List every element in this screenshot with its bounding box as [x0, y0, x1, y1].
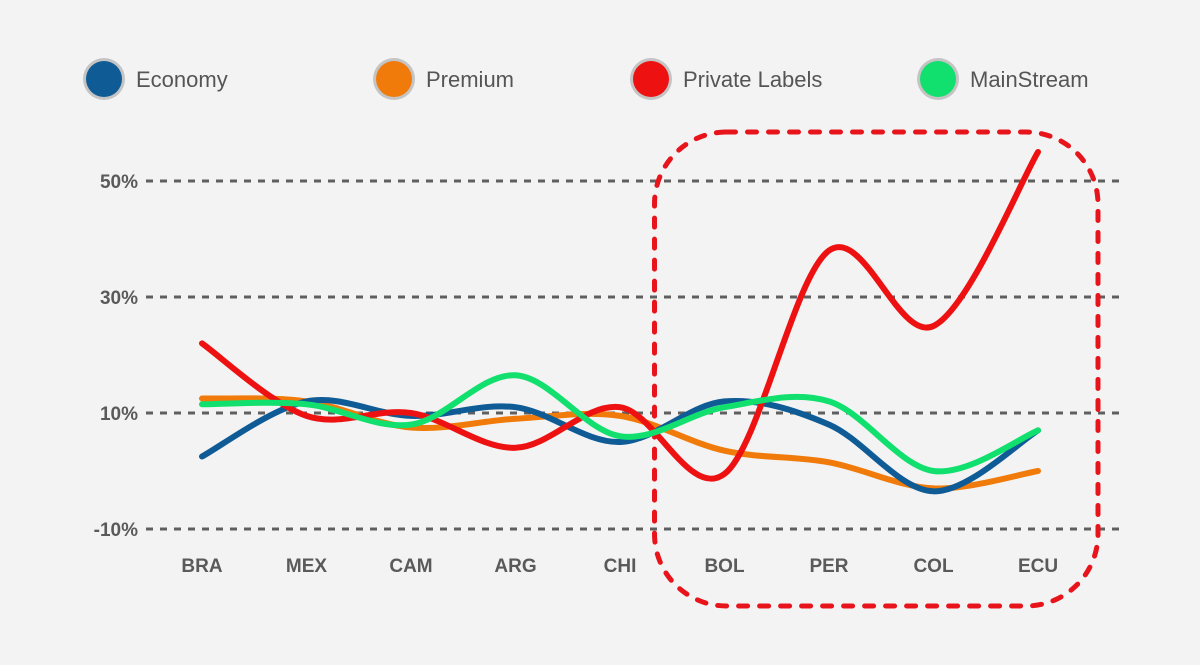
legend-marker-economy: [86, 61, 122, 97]
legend-label-premium: Premium: [426, 67, 514, 92]
y-tick-label: 30%: [100, 288, 138, 309]
x-tick-label-col: COL: [913, 556, 954, 577]
series-line-private-labels: [199, 149, 1041, 482]
legend-label-economy: Economy: [136, 67, 228, 92]
x-tick-label-mex: MEX: [286, 556, 328, 577]
x-tick-label-chi: CHI: [604, 556, 637, 577]
x-tick-label-bol: BOL: [704, 556, 745, 577]
highlight-group: [652, 129, 1101, 609]
highlight-box: [652, 129, 1101, 609]
x-tick-label-arg: ARG: [494, 556, 536, 577]
y-tick-label: 50%: [100, 172, 138, 193]
x-axis-ticks: BRA MEX CAM ARG CHI BOL PER COL ECU: [181, 556, 1058, 577]
legend: Economy Premium Private Labels MainStream: [83, 58, 1089, 100]
y-tick-label: 10%: [100, 404, 138, 425]
x-tick-label-per: PER: [809, 556, 848, 577]
y-axis-ticks: 50% 30% 10% -10%: [94, 172, 138, 541]
x-tick-label-bra: BRA: [181, 556, 222, 577]
series-line-economy: [199, 397, 1041, 495]
legend-label-mainstream: MainStream: [970, 67, 1089, 92]
legend-marker-mainstream: [920, 61, 956, 97]
series-lines: [199, 149, 1041, 495]
legend-marker-premium: [376, 61, 412, 97]
y-tick-label: -10%: [94, 520, 138, 541]
x-tick-label-cam: CAM: [389, 556, 432, 577]
legend-label-private-labels: Private Labels: [683, 67, 822, 92]
series-line-mainstream: [199, 372, 1041, 475]
x-tick-label-ecu: ECU: [1018, 556, 1058, 577]
legend-marker-private-labels: [633, 61, 669, 97]
